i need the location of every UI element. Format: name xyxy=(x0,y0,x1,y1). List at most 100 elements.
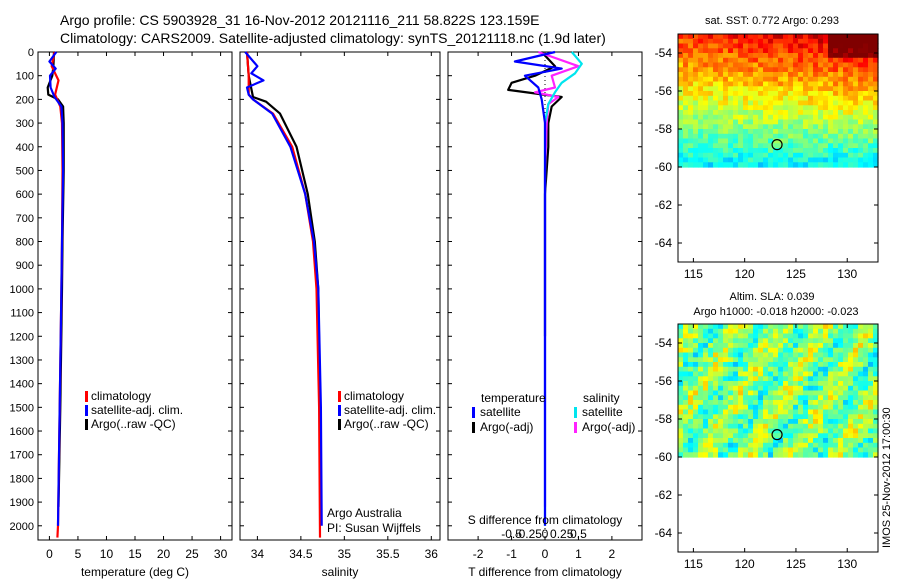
heatmap-cell xyxy=(863,433,869,439)
heatmap-cell xyxy=(843,442,849,449)
heatmap-cell xyxy=(863,124,869,130)
heatmap-cell xyxy=(753,385,759,392)
heatmap-cell xyxy=(683,404,689,411)
heatmap-cell xyxy=(823,143,829,149)
heatmap-cell xyxy=(723,395,729,401)
heatmap-cell xyxy=(713,91,719,97)
heatmap-cell xyxy=(798,152,804,159)
heatmap-cell xyxy=(773,433,779,439)
heatmap-cell xyxy=(833,100,839,106)
heatmap-cell xyxy=(763,43,769,49)
heatmap-cell xyxy=(858,48,864,54)
heatmap-cell xyxy=(753,129,759,135)
heatmap-cell xyxy=(743,328,749,335)
heatmap-cell xyxy=(763,328,769,335)
heatmap-cell xyxy=(813,419,819,425)
heatmap-cell xyxy=(768,119,774,125)
heatmap-cell xyxy=(828,114,834,121)
heatmap-cell xyxy=(683,333,689,339)
heatmap-cell xyxy=(693,148,699,154)
heatmap-cell xyxy=(713,143,719,149)
figure-title-line1: Argo profile: CS 5903928_31 16-Nov-2012 … xyxy=(60,12,540,28)
heatmap-cell xyxy=(873,62,879,68)
heatmap-cell xyxy=(723,57,729,64)
heatmap-cell xyxy=(833,357,839,363)
heatmap-cell xyxy=(843,423,849,430)
heatmap-cell xyxy=(853,119,859,125)
heatmap-cell xyxy=(683,414,689,420)
heatmap-cell xyxy=(838,67,844,73)
heatmap-cell xyxy=(783,114,789,121)
heatmap-cell xyxy=(813,352,819,358)
heatmap-cell xyxy=(678,76,684,83)
legend-label: satellite-adj. clim. xyxy=(344,403,436,417)
heatmap-cell xyxy=(698,376,704,382)
heatmap-cell xyxy=(788,67,794,73)
heatmap-cell xyxy=(803,81,809,87)
heatmap-cell xyxy=(688,57,694,64)
heatmap-cell xyxy=(708,433,714,439)
heatmap-cell xyxy=(863,133,869,140)
heatmap-cell xyxy=(818,438,824,444)
heatmap-cell xyxy=(808,452,814,458)
heatmap-cell xyxy=(863,67,869,73)
heatmap-cell xyxy=(718,395,724,401)
heatmap-cell xyxy=(798,400,804,406)
heatmap-cell xyxy=(743,347,749,354)
heatmap-cell xyxy=(688,333,694,339)
heatmap-cell xyxy=(813,86,819,92)
heatmap-cell xyxy=(818,404,824,411)
heatmap-cell xyxy=(833,119,839,125)
heatmap-cell xyxy=(733,152,739,159)
heatmap-cell xyxy=(713,395,719,401)
heatmap-cell xyxy=(773,105,779,111)
heatmap-cell xyxy=(838,343,844,349)
heatmap-cell xyxy=(843,409,849,415)
heatmap-cell xyxy=(828,110,834,116)
heatmap-cell xyxy=(793,148,799,154)
heatmap-cell xyxy=(788,157,794,163)
heatmap-cell xyxy=(693,452,699,458)
lat-tick-label: -54 xyxy=(655,336,673,350)
heatmap-cell xyxy=(813,404,819,411)
heatmap-cell xyxy=(753,67,759,73)
heatmap-cell xyxy=(763,452,769,458)
heatmap-cell xyxy=(683,95,689,102)
heatmap-cell xyxy=(798,162,804,168)
heatmap-cell xyxy=(848,428,854,434)
heatmap-cell xyxy=(828,343,834,349)
heatmap-cell xyxy=(848,385,854,392)
heatmap-cell xyxy=(763,395,769,401)
heatmap-cell xyxy=(818,428,824,434)
heatmap-cell xyxy=(728,38,734,45)
panel-frame xyxy=(37,51,233,541)
heatmap-cell xyxy=(873,381,879,387)
heatmap-cell xyxy=(748,324,754,330)
heatmap-cell xyxy=(768,105,774,111)
heatmap-cell xyxy=(828,371,834,377)
heatmap-cell xyxy=(688,404,694,411)
heatmap-cell xyxy=(873,442,879,449)
legend-label: Argo(..raw -QC) xyxy=(91,417,176,431)
map-frame xyxy=(677,33,879,263)
heatmap-cell xyxy=(843,362,849,368)
heatmap-cell xyxy=(783,67,789,73)
depth-tick-label: 1900 xyxy=(10,497,34,509)
heatmap-cell xyxy=(743,357,749,363)
heatmap-cell xyxy=(803,438,809,444)
heatmap-cell xyxy=(773,362,779,368)
heatmap-cell xyxy=(718,442,724,449)
heatmap-cell xyxy=(763,76,769,83)
heatmap-cell xyxy=(798,390,804,396)
heatmap-cell xyxy=(698,129,704,135)
heatmap-cell xyxy=(708,414,714,420)
heatmap-cell xyxy=(843,366,849,373)
heatmap-cell xyxy=(688,442,694,449)
heatmap-cell xyxy=(678,152,684,159)
heatmap-cell xyxy=(793,333,799,339)
heatmap-cell xyxy=(753,43,759,49)
heatmap-cell xyxy=(768,91,774,97)
heatmap-cell xyxy=(788,400,794,406)
heatmap-cell xyxy=(698,381,704,387)
heatmap-cell xyxy=(803,76,809,83)
